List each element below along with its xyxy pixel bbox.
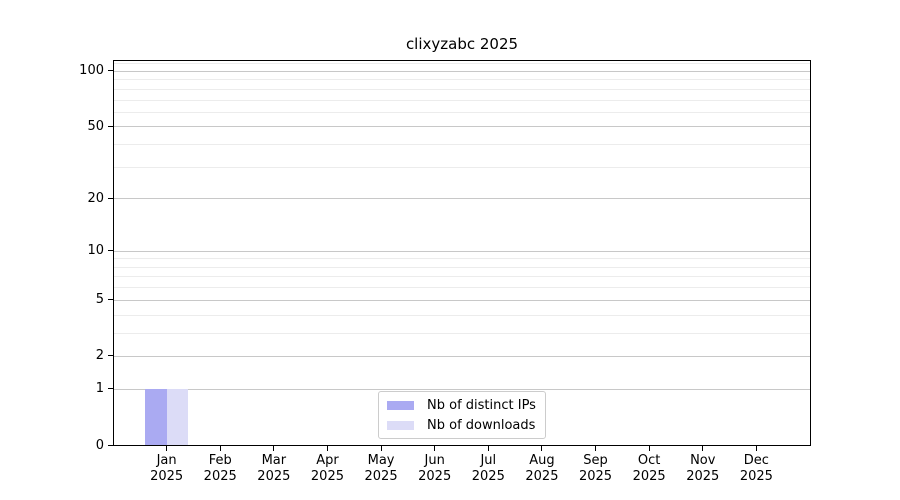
x-tick-label: Feb 2025 bbox=[203, 453, 237, 484]
minor-gridline bbox=[114, 99, 810, 101]
minor-gridline bbox=[114, 166, 810, 168]
x-tick-mark bbox=[541, 446, 543, 451]
y-tick-label: 2 bbox=[95, 348, 104, 364]
x-tick-mark bbox=[595, 446, 597, 451]
y-tick-label: 10 bbox=[87, 243, 104, 259]
legend-entry: Nb of downloads bbox=[387, 417, 536, 433]
y-tick-label: 5 bbox=[95, 292, 104, 308]
major-gridline bbox=[114, 299, 810, 301]
y-tick-label: 1 bbox=[95, 381, 104, 397]
major-gridline bbox=[114, 355, 810, 357]
x-tick-label: May 2025 bbox=[364, 453, 398, 484]
chart-title: clixyzabc 2025 bbox=[405, 35, 519, 53]
legend-swatch bbox=[387, 420, 414, 430]
x-tick-label: Jun 2025 bbox=[418, 453, 452, 484]
x-tick-mark bbox=[166, 446, 168, 451]
plot-area bbox=[113, 60, 811, 446]
y-tick-mark bbox=[108, 250, 113, 252]
x-tick-mark bbox=[326, 446, 328, 451]
x-tick-mark bbox=[648, 446, 650, 451]
x-tick-mark bbox=[755, 446, 757, 451]
minor-gridline bbox=[114, 258, 810, 260]
y-tick-mark bbox=[108, 125, 113, 127]
y-tick-mark bbox=[108, 197, 113, 199]
x-tick-mark bbox=[487, 446, 489, 451]
legend-entry: Nb of distinct IPs bbox=[387, 397, 536, 413]
x-tick-mark bbox=[273, 446, 275, 451]
legend-label: Nb of downloads bbox=[427, 417, 536, 433]
y-tick-label: 50 bbox=[87, 118, 104, 134]
x-tick-label: Dec 2025 bbox=[739, 453, 773, 484]
x-tick-mark bbox=[702, 446, 704, 451]
minor-gridline bbox=[114, 79, 810, 81]
x-tick-label: Oct 2025 bbox=[632, 453, 666, 484]
major-gridline bbox=[114, 250, 810, 252]
x-tick-label: Apr 2025 bbox=[310, 453, 344, 484]
y-tick-label: 100 bbox=[79, 63, 104, 79]
y-tick-label: 20 bbox=[87, 190, 104, 206]
minor-gridline bbox=[114, 276, 810, 278]
major-gridline bbox=[114, 388, 810, 390]
minor-gridline bbox=[114, 63, 810, 65]
major-gridline bbox=[114, 70, 810, 72]
major-gridline bbox=[114, 198, 810, 200]
x-tick-mark bbox=[434, 446, 436, 451]
y-tick-mark bbox=[108, 444, 113, 446]
major-gridline bbox=[114, 126, 810, 128]
minor-gridline bbox=[114, 88, 810, 90]
y-tick-mark bbox=[108, 388, 113, 390]
x-tick-label: Jan 2025 bbox=[150, 453, 184, 484]
x-tick-label: Jul 2025 bbox=[471, 453, 505, 484]
legend-label: Nb of distinct IPs bbox=[427, 397, 536, 413]
x-tick-label: Aug 2025 bbox=[525, 453, 559, 484]
y-tick-mark bbox=[108, 70, 113, 72]
x-tick-mark bbox=[380, 446, 382, 451]
minor-gridline bbox=[114, 266, 810, 268]
y-tick-label: 0 bbox=[95, 437, 104, 453]
x-tick-label: Nov 2025 bbox=[686, 453, 720, 484]
y-tick-mark bbox=[108, 299, 113, 301]
minor-gridline bbox=[114, 314, 810, 316]
minor-gridline bbox=[114, 287, 810, 289]
legend-swatch bbox=[387, 400, 414, 410]
bar-distinct-ips bbox=[145, 388, 167, 445]
minor-gridline bbox=[114, 144, 810, 146]
minor-gridline bbox=[114, 111, 810, 113]
bar-downloads bbox=[166, 388, 189, 445]
x-tick-label: Mar 2025 bbox=[257, 453, 291, 484]
legend: Nb of distinct IPs Nb of downloads bbox=[378, 391, 546, 439]
x-tick-mark bbox=[219, 446, 221, 451]
y-tick-mark bbox=[108, 355, 113, 357]
x-tick-label: Sep 2025 bbox=[578, 453, 613, 484]
minor-gridline bbox=[114, 332, 810, 334]
